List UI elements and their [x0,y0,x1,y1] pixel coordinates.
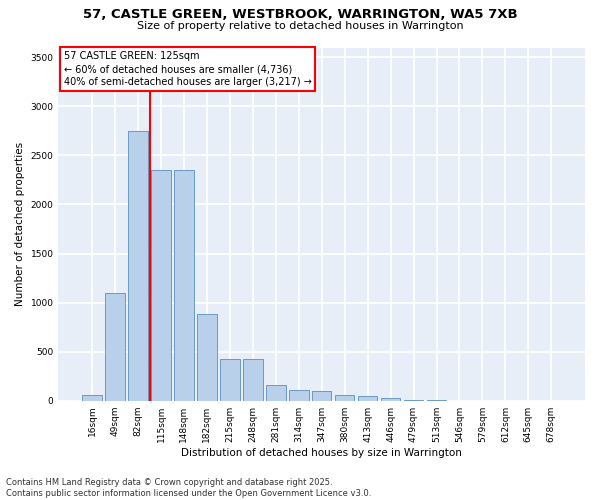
Bar [243,358,263,401]
Bar [174,170,194,400]
Bar [381,398,400,400]
Bar [358,396,377,400]
Bar [289,390,308,400]
Text: 57, CASTLE GREEN, WESTBROOK, WARRINGTON, WA5 7XB: 57, CASTLE GREEN, WESTBROOK, WARRINGTON,… [83,8,517,20]
Bar [106,293,125,401]
Y-axis label: Number of detached properties: Number of detached properties [15,142,25,306]
Bar [197,314,217,400]
Bar [266,384,286,400]
Bar [128,131,148,400]
Text: Size of property relative to detached houses in Warrington: Size of property relative to detached ho… [137,21,463,31]
Bar [151,170,171,400]
Bar [312,392,331,400]
X-axis label: Distribution of detached houses by size in Warrington: Distribution of detached houses by size … [181,448,462,458]
Bar [335,395,355,400]
Text: Contains HM Land Registry data © Crown copyright and database right 2025.
Contai: Contains HM Land Registry data © Crown c… [6,478,371,498]
Bar [82,396,102,400]
Bar [220,358,239,401]
Text: 57 CASTLE GREEN: 125sqm
← 60% of detached houses are smaller (4,736)
40% of semi: 57 CASTLE GREEN: 125sqm ← 60% of detache… [64,51,311,88]
